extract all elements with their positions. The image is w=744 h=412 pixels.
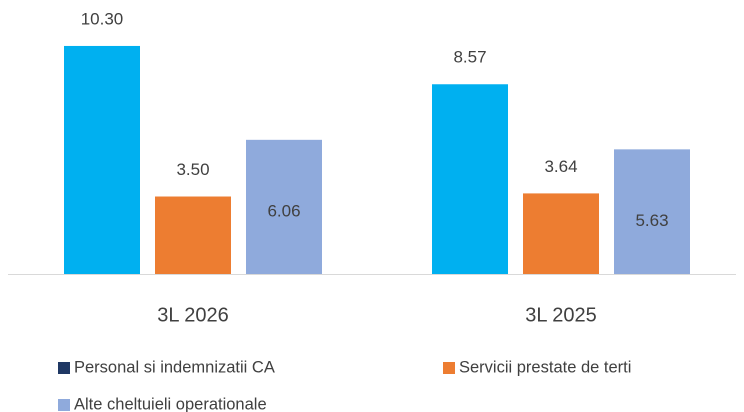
legend-label: Personal si indemnizatii CA [74, 358, 275, 376]
legend-swatch [443, 362, 455, 374]
value-label: 10.30 [81, 9, 124, 28]
legend-swatch [58, 399, 70, 411]
legend-label: Servicii prestate de terti [459, 358, 631, 376]
bar [432, 84, 508, 275]
value-label: 8.57 [453, 48, 486, 67]
value-label: 5.63 [635, 211, 668, 230]
bar [614, 149, 690, 274]
x-tick-label: 3L 2025 [525, 304, 597, 326]
bar [246, 139, 322, 274]
x-tick-label: 3L 2026 [157, 304, 229, 326]
value-label: 3.50 [176, 160, 209, 179]
bar [523, 193, 599, 274]
legend-label: Alte cheltuieli operationale [74, 395, 267, 412]
value-label: 6.06 [267, 201, 300, 220]
value-label: 3.64 [544, 157, 577, 176]
bar [64, 45, 140, 274]
bar [155, 196, 231, 274]
legend-swatch [58, 362, 70, 374]
